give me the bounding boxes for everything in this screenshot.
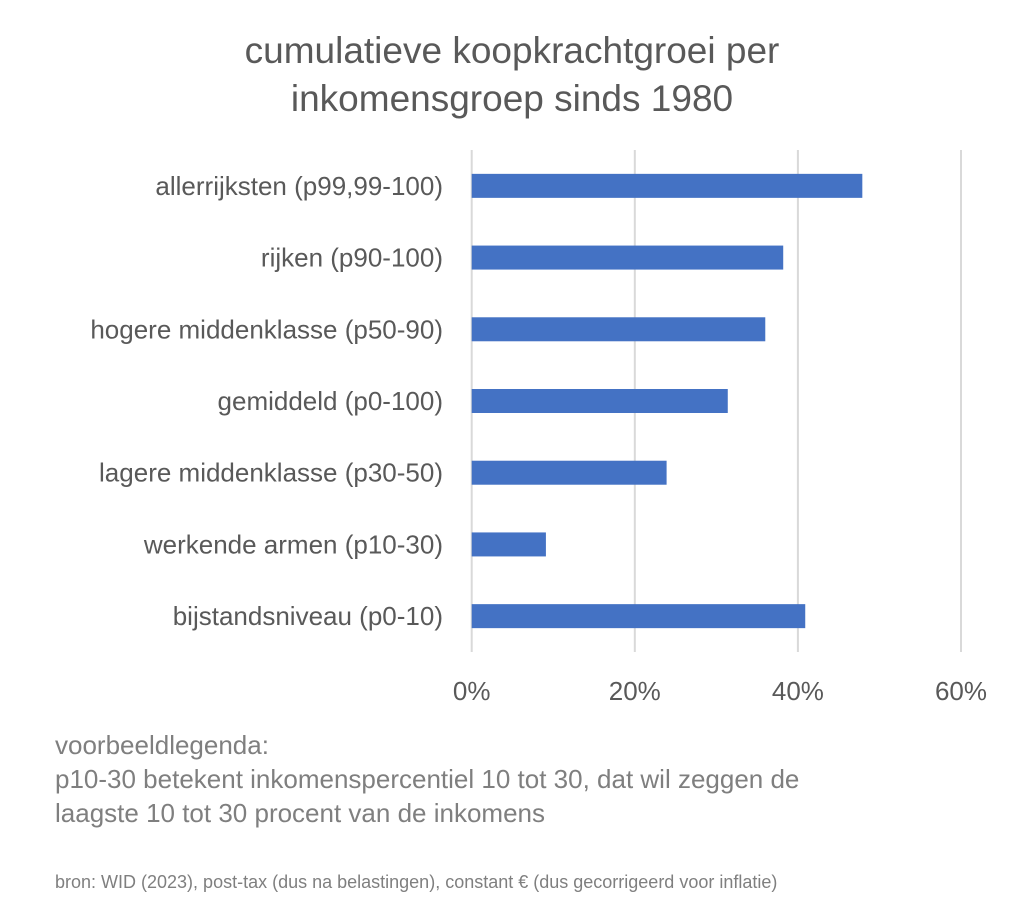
x-tick-label: 60% — [935, 676, 987, 706]
bar — [471, 604, 806, 629]
category-label: bijstandsniveau (p0-10) — [173, 601, 443, 631]
chart-title-line-1: cumulatieve koopkrachtgroei per — [245, 30, 780, 71]
legend-note-line: laagste 10 tot 30 procent van de inkomen… — [55, 798, 545, 828]
x-tick-label: 40% — [772, 676, 824, 706]
chart-title-line-2: inkomensgroep sinds 1980 — [291, 78, 733, 119]
x-tick-label: 20% — [609, 676, 661, 706]
category-label: werkende armen (p10-30) — [143, 529, 443, 559]
category-label: hogere middenklasse (p50-90) — [90, 314, 443, 344]
bar — [471, 460, 667, 485]
category-label: allerrijksten (p99,99-100) — [155, 171, 443, 201]
category-label: gemiddeld (p0-100) — [218, 386, 443, 416]
category-label: lagere middenklasse (p30-50) — [99, 458, 443, 488]
bar — [471, 389, 728, 413]
bar — [471, 532, 546, 557]
x-tick-label: 0% — [453, 676, 491, 706]
bar — [471, 317, 766, 342]
bar — [471, 173, 863, 198]
category-label: rijken (p90-100) — [261, 243, 443, 273]
legend-note-line: voorbeeldlegenda: — [55, 730, 269, 760]
source-note: bron: WID (2023), post-tax (dus na belas… — [55, 872, 778, 892]
legend-note-line: p10-30 betekent inkomenspercentiel 10 to… — [55, 764, 800, 794]
bar — [471, 245, 784, 270]
legend-note: voorbeeldlegenda: p10-30 betekent inkome… — [55, 728, 799, 830]
